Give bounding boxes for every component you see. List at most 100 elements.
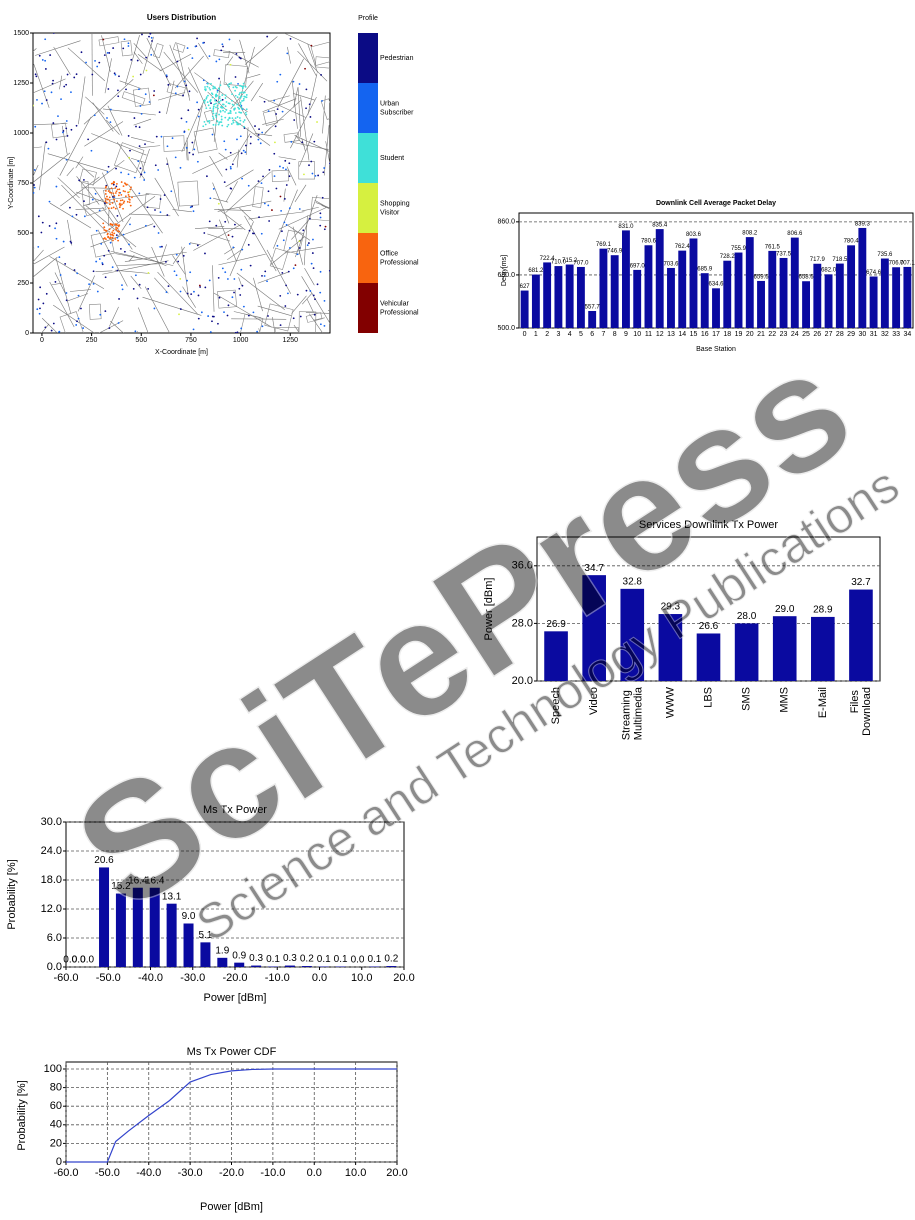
user-dot <box>106 195 108 198</box>
user-dot <box>228 85 230 88</box>
street <box>299 133 314 167</box>
user-dot <box>238 93 241 96</box>
user-dot <box>273 99 276 102</box>
user-dot <box>242 97 245 100</box>
value-label: 835.4 <box>652 222 668 228</box>
bar <box>149 887 160 967</box>
user-dot <box>102 222 105 225</box>
x-tick-label: 25 <box>802 331 810 338</box>
user-dot <box>274 125 277 128</box>
building <box>203 109 215 123</box>
y-tick-label: 100 <box>44 1063 62 1075</box>
street <box>154 277 169 294</box>
user-dot <box>271 209 273 211</box>
user-dot <box>62 130 65 132</box>
user-dot <box>44 68 47 70</box>
street <box>144 286 170 333</box>
street <box>92 159 125 186</box>
x-tick-label: -30.0 <box>180 972 205 984</box>
user-dot <box>242 91 245 94</box>
user-dot <box>319 212 322 215</box>
user-dot <box>101 262 104 264</box>
value-label: 737.5 <box>776 251 792 257</box>
user-dot <box>93 114 96 117</box>
street <box>55 258 72 314</box>
user-dot <box>103 237 106 239</box>
building <box>81 181 91 206</box>
y-tick-label: 30.0 <box>41 816 62 828</box>
user-dot <box>100 242 103 245</box>
user-dot <box>188 90 191 93</box>
x-tick-label: 34 <box>903 331 911 338</box>
x-tick-label: 19 <box>735 331 743 338</box>
user-dot <box>117 95 120 98</box>
user-dot <box>310 262 313 265</box>
user-dot <box>104 189 107 192</box>
building <box>120 40 133 57</box>
user-dot <box>267 315 269 317</box>
value-label: 0.0 <box>72 955 86 966</box>
user-dot <box>104 276 107 279</box>
bar <box>712 288 720 328</box>
user-dot <box>218 77 220 80</box>
user-dot <box>225 168 228 171</box>
user-dot <box>284 305 287 307</box>
user-dot <box>39 286 42 289</box>
user-dot <box>147 272 150 274</box>
user-dot <box>215 95 217 97</box>
user-dot <box>116 236 119 239</box>
user-dot <box>140 112 143 115</box>
user-dot <box>233 291 235 294</box>
user-dot <box>52 33 55 34</box>
user-dot <box>287 292 289 295</box>
bar <box>217 957 228 967</box>
value-label: 26.9 <box>546 619 566 630</box>
user-dot <box>211 96 214 99</box>
building <box>223 64 248 87</box>
user-dot <box>126 200 129 203</box>
user-dot <box>118 188 121 191</box>
user-dot <box>230 123 233 125</box>
street <box>297 87 302 137</box>
street <box>257 305 292 316</box>
x-tick-label: E-Mail <box>817 687 829 718</box>
street <box>266 249 292 294</box>
street <box>33 78 66 94</box>
user-dot <box>69 206 71 209</box>
street <box>307 43 318 73</box>
user-dot <box>282 166 285 169</box>
user-dot <box>90 149 93 152</box>
x-tick-label: 16 <box>701 331 709 338</box>
building <box>98 36 120 47</box>
user-dot <box>117 239 120 242</box>
y-tick-label: 250 <box>17 280 29 287</box>
user-dot <box>132 75 135 78</box>
street <box>218 208 246 231</box>
building <box>274 327 299 333</box>
user-dot <box>118 298 120 300</box>
y-tick-label: 1000 <box>13 130 29 137</box>
street <box>295 195 318 258</box>
x-tick-label: 24 <box>791 331 799 338</box>
x-tick-label: 14 <box>678 331 686 338</box>
value-label: 803.6 <box>686 232 702 238</box>
user-dot <box>281 230 283 233</box>
user-dot <box>129 188 132 191</box>
user-dot <box>122 47 125 50</box>
user-dot <box>308 217 311 220</box>
value-label: 658.6 <box>799 275 815 281</box>
user-dot <box>228 117 231 120</box>
user-dot <box>65 292 68 294</box>
user-dot <box>305 107 307 110</box>
street <box>189 242 201 246</box>
legend-swatch <box>358 133 378 183</box>
user-dot <box>238 56 241 59</box>
user-dot <box>223 311 225 314</box>
street <box>194 226 225 229</box>
user-dot <box>292 317 295 320</box>
user-dot <box>153 90 156 92</box>
x-tick-label: Files Download <box>849 687 873 736</box>
bar <box>734 252 743 328</box>
user-dot <box>241 248 244 251</box>
street <box>212 182 230 224</box>
